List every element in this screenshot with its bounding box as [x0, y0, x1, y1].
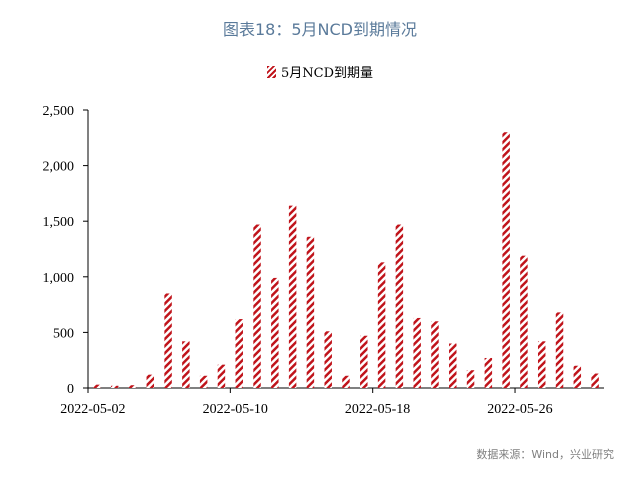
bar [466, 370, 475, 388]
bar [199, 375, 208, 388]
y-axis: 0 500 1,000 1,500 2,000 2,500 [43, 104, 89, 397]
bar [413, 317, 421, 388]
x-tick-label: 2022-05-18 [345, 402, 410, 417]
bar [431, 321, 439, 388]
bar [573, 365, 582, 388]
y-tick-label: 1,500 [43, 215, 75, 230]
bar [253, 224, 261, 388]
bars [93, 132, 599, 388]
bar [449, 343, 457, 388]
x-axis: 2022-05-02 2022-05-10 2022-05-18 2022-05-26 [60, 387, 604, 417]
y-tick-label: 2,500 [43, 104, 75, 119]
bar [271, 277, 279, 388]
bar [360, 335, 368, 388]
y-tick-label: 2,000 [43, 160, 75, 175]
bar [128, 385, 137, 388]
bar [146, 374, 155, 388]
bar [395, 224, 404, 388]
y-tick-label: 500 [53, 326, 74, 341]
legend: 5月NCD到期量 [0, 62, 640, 81]
legend-swatch [266, 66, 276, 78]
bar [110, 385, 119, 388]
bar [217, 364, 226, 388]
x-tick-label: 2022-05-10 [203, 402, 268, 417]
bar [182, 341, 190, 388]
source-note: 数据来源：Wind，兴业研究 [476, 448, 614, 461]
chart-title: 图表18：5月NCD到期情况 [222, 20, 417, 39]
bar [93, 384, 101, 388]
x-tick-label: 2022-05-02 [60, 402, 125, 417]
x-tick-label: 2022-05-26 [487, 402, 552, 417]
bar [288, 205, 297, 388]
bar [235, 319, 243, 388]
bar [377, 262, 386, 388]
bar [520, 255, 528, 388]
bar [164, 293, 172, 388]
legend-label: 5月NCD到期量 [280, 66, 374, 81]
y-tick-label: 1,000 [43, 271, 75, 286]
bar [324, 331, 332, 388]
bar [306, 236, 315, 388]
bar [555, 312, 564, 388]
bar [537, 341, 546, 388]
bar [484, 357, 493, 388]
bar [342, 375, 350, 388]
bar [502, 132, 510, 388]
bar [591, 373, 599, 388]
y-tick-label: 0 [67, 382, 74, 397]
